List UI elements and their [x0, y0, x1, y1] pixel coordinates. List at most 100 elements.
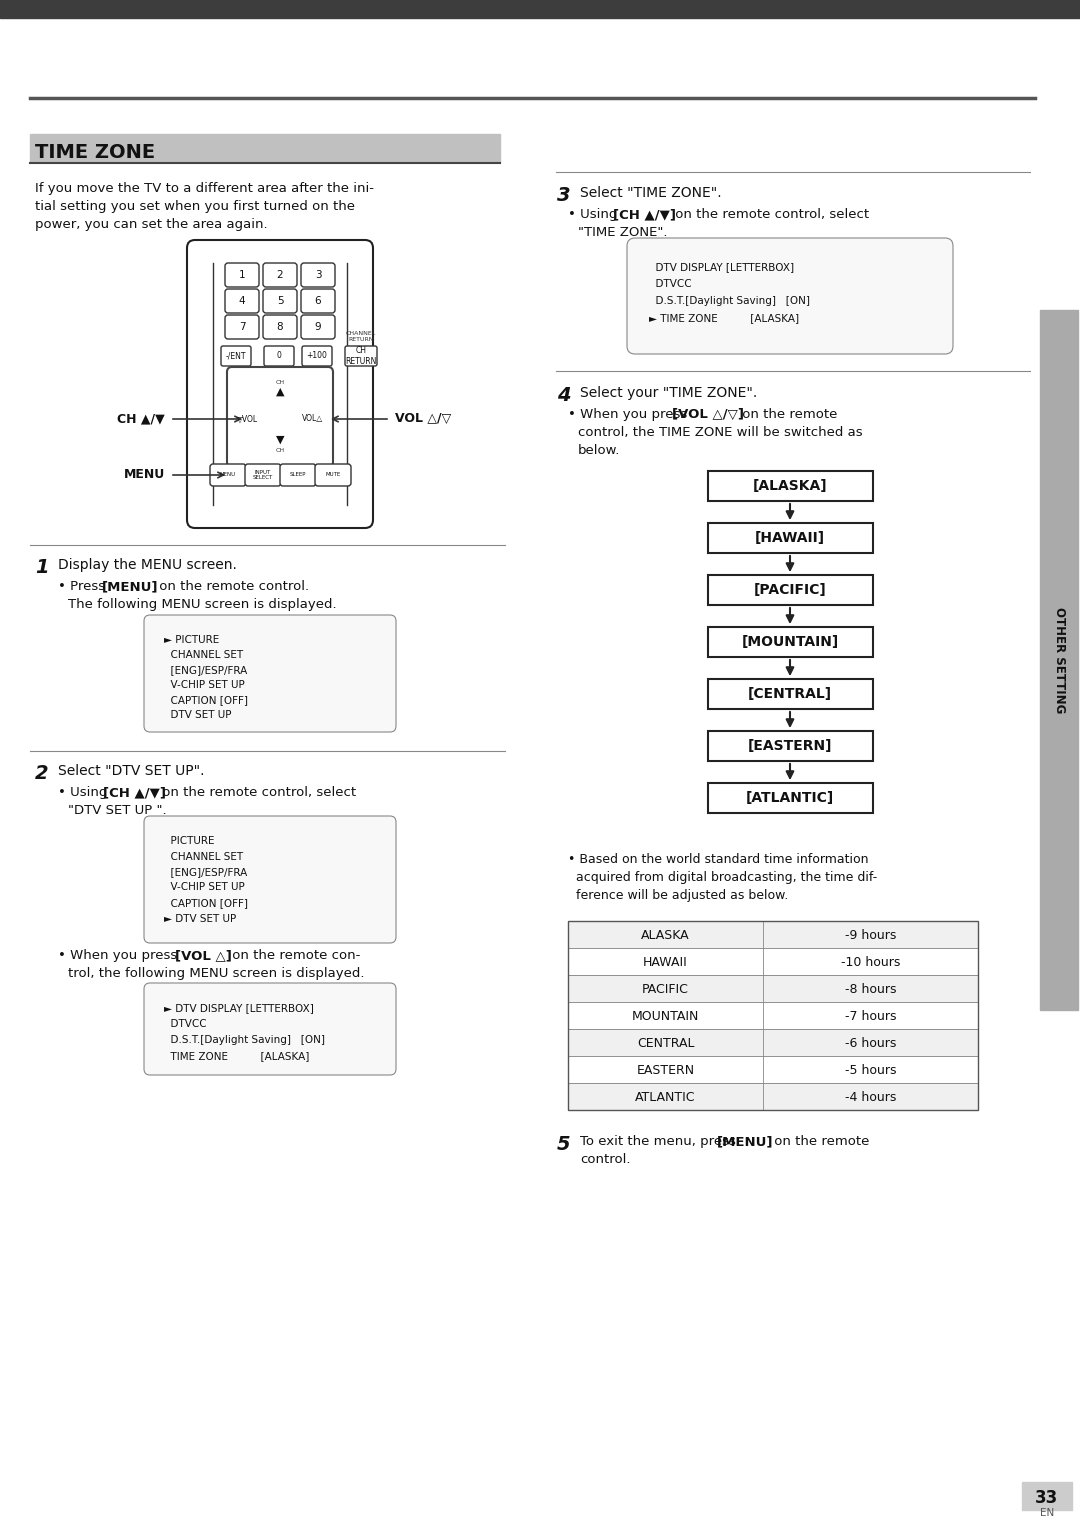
Text: DTVCC: DTVCC: [164, 1019, 206, 1029]
Text: 1: 1: [35, 559, 49, 577]
Bar: [0, 0, 1080, 18]
FancyBboxPatch shape: [627, 238, 953, 354]
Text: [MENU]: [MENU]: [102, 580, 159, 594]
Text: Display the MENU screen.: Display the MENU screen.: [58, 559, 237, 572]
Text: -10 hours: -10 hours: [841, 955, 901, 969]
Bar: [568, 922, 978, 1109]
Text: CH: CH: [275, 447, 284, 453]
Text: on the remote control, select: on the remote control, select: [671, 208, 869, 221]
Bar: [568, 1056, 978, 1083]
Text: below.: below.: [578, 444, 620, 456]
FancyBboxPatch shape: [280, 464, 316, 485]
Text: [HAWAII]: [HAWAII]: [755, 531, 825, 545]
Text: [VOL △/▽]: [VOL △/▽]: [672, 407, 744, 421]
Bar: [708, 731, 873, 761]
Text: trol, the following MENU screen is displayed.: trol, the following MENU screen is displ…: [68, 967, 365, 980]
Text: -9 hours: -9 hours: [845, 929, 896, 942]
Text: ► DTV SET UP: ► DTV SET UP: [164, 914, 237, 923]
Text: The following MENU screen is displayed.: The following MENU screen is displayed.: [68, 598, 337, 610]
Text: 3: 3: [557, 186, 570, 204]
Text: CHANNEL SET: CHANNEL SET: [164, 852, 243, 862]
Text: 2: 2: [35, 765, 49, 783]
Text: -8 hours: -8 hours: [845, 983, 896, 996]
Text: ▽VOL: ▽VOL: [238, 415, 258, 424]
Text: -6 hours: -6 hours: [845, 1038, 896, 1050]
Text: on the remote: on the remote: [770, 1135, 869, 1148]
Text: [MOUNTAIN]: [MOUNTAIN]: [741, 635, 839, 649]
Text: CH: CH: [275, 380, 284, 385]
Text: [ENG]/ESP/FRA: [ENG]/ESP/FRA: [164, 665, 247, 674]
Text: CHANNEL
RETURN: CHANNEL RETURN: [346, 331, 376, 342]
Text: [VOL △]: [VOL △]: [175, 949, 232, 961]
FancyBboxPatch shape: [302, 346, 332, 366]
Text: CHANNEL SET: CHANNEL SET: [164, 650, 243, 661]
Text: D.S.T.[Daylight Saving]   [ON]: D.S.T.[Daylight Saving] [ON]: [164, 1035, 325, 1045]
Text: [ATLANTIC]: [ATLANTIC]: [746, 790, 834, 806]
Text: If you move the TV to a different area after the ini-: If you move the TV to a different area a…: [35, 182, 374, 195]
Text: TIME ZONE          [ALASKA]: TIME ZONE [ALASKA]: [164, 1051, 309, 1061]
Bar: [568, 922, 978, 948]
Text: ference will be adjusted as below.: ference will be adjusted as below.: [568, 890, 788, 902]
Text: VOL△: VOL△: [301, 415, 323, 424]
Text: 2: 2: [276, 270, 283, 279]
Text: power, you can set the area again.: power, you can set the area again.: [35, 218, 268, 230]
FancyBboxPatch shape: [345, 346, 377, 366]
Text: 5: 5: [557, 1135, 570, 1154]
Text: tial setting you set when you first turned on the: tial setting you set when you first turn…: [35, 200, 355, 214]
Text: on the remote con-: on the remote con-: [228, 949, 361, 961]
Text: Select "DTV SET UP".: Select "DTV SET UP".: [58, 765, 204, 778]
Text: "TIME ZONE".: "TIME ZONE".: [578, 226, 667, 240]
Bar: [30, 134, 500, 162]
FancyBboxPatch shape: [301, 288, 335, 313]
Text: 33: 33: [1036, 1489, 1058, 1508]
FancyBboxPatch shape: [187, 240, 373, 528]
Text: 4: 4: [557, 386, 570, 404]
Text: acquired from digital broadcasting, the time dif-: acquired from digital broadcasting, the …: [568, 871, 877, 884]
Text: VOL △/▽: VOL △/▽: [395, 412, 451, 426]
Text: DTV DISPLAY [LETTERBOX]: DTV DISPLAY [LETTERBOX]: [649, 262, 794, 272]
Text: [ENG]/ESP/FRA: [ENG]/ESP/FRA: [164, 867, 247, 877]
Text: PACIFIC: PACIFIC: [643, 983, 689, 996]
Text: • Based on the world standard time information: • Based on the world standard time infor…: [568, 853, 868, 865]
Text: +100: +100: [307, 351, 327, 360]
FancyBboxPatch shape: [225, 262, 259, 287]
Bar: [568, 948, 978, 975]
Text: DTV SET UP: DTV SET UP: [164, 710, 231, 720]
Bar: [708, 627, 873, 658]
FancyBboxPatch shape: [210, 464, 246, 485]
Text: • When you press: • When you press: [568, 407, 691, 421]
Bar: [708, 575, 873, 604]
Bar: [1022, 1482, 1072, 1511]
Text: MENU: MENU: [220, 473, 237, 478]
Text: on the remote control.: on the remote control.: [156, 580, 309, 594]
Bar: [568, 975, 978, 1003]
Text: To exit the menu, press: To exit the menu, press: [580, 1135, 740, 1148]
FancyBboxPatch shape: [227, 366, 333, 467]
Text: 1: 1: [239, 270, 245, 279]
Text: ATLANTIC: ATLANTIC: [635, 1091, 696, 1103]
Text: 8: 8: [276, 322, 283, 333]
Text: DTVCC: DTVCC: [649, 279, 691, 288]
Text: [CENTRAL]: [CENTRAL]: [748, 687, 832, 700]
Text: -5 hours: -5 hours: [845, 1064, 896, 1077]
Text: CH ▲/▼: CH ▲/▼: [118, 412, 165, 426]
Text: 6: 6: [314, 296, 322, 307]
Text: V-CHIP SET UP: V-CHIP SET UP: [164, 681, 245, 690]
Text: on the remote control, select: on the remote control, select: [158, 786, 356, 800]
FancyBboxPatch shape: [301, 314, 335, 339]
Text: on the remote: on the remote: [738, 407, 837, 421]
Text: • Press: • Press: [58, 580, 109, 594]
Text: HAWAII: HAWAII: [643, 955, 688, 969]
Text: [MENU]: [MENU]: [717, 1135, 773, 1148]
Text: CENTRAL: CENTRAL: [637, 1038, 694, 1050]
Text: 3: 3: [314, 270, 322, 279]
Text: ALASKA: ALASKA: [642, 929, 690, 942]
Text: ► PICTURE: ► PICTURE: [164, 635, 219, 645]
FancyBboxPatch shape: [144, 816, 396, 943]
Text: "DTV SET UP ".: "DTV SET UP ".: [68, 804, 166, 816]
FancyBboxPatch shape: [264, 262, 297, 287]
Text: • When you press: • When you press: [58, 949, 181, 961]
Bar: [708, 679, 873, 710]
Text: [ALASKA]: [ALASKA]: [753, 479, 827, 493]
FancyBboxPatch shape: [264, 288, 297, 313]
